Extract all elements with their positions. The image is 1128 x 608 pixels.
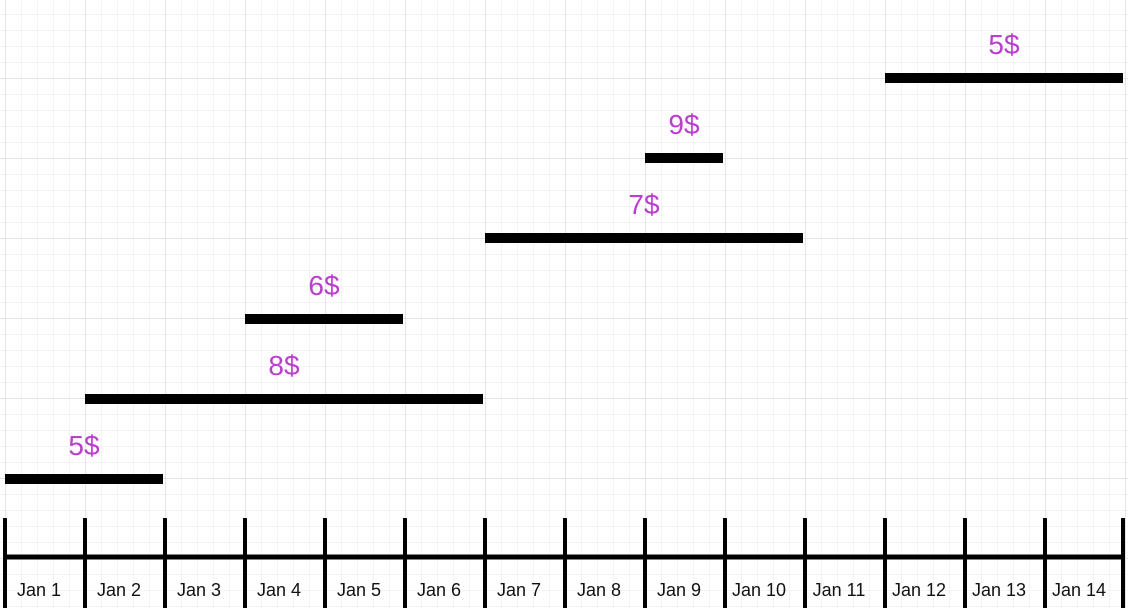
- date-label: Jan 7: [497, 580, 541, 600]
- interval-bar: [5, 474, 163, 484]
- price-label: 7$: [628, 189, 660, 220]
- date-label: Jan 5: [337, 580, 381, 600]
- price-label: 5$: [988, 29, 1020, 60]
- interval-bar: [645, 153, 723, 163]
- interval-bar: [885, 73, 1123, 83]
- date-label: Jan 10: [732, 580, 786, 600]
- interval-bar: [485, 233, 803, 243]
- price-label: 8$: [268, 350, 300, 381]
- interval-bars: 5$ 8$ 6$ 7$ 9$ 5$: [5, 29, 1123, 484]
- interval-bar: [85, 394, 483, 404]
- price-label: 5$: [68, 430, 100, 461]
- date-label: Jan 6: [417, 580, 461, 600]
- date-label: Jan 4: [257, 580, 301, 600]
- date-label: Jan 3: [177, 580, 221, 600]
- date-label: Jan 8: [577, 580, 621, 600]
- date-label: Jan 13: [972, 580, 1026, 600]
- date-label: Jan 2: [97, 580, 141, 600]
- date-label: Jan 9: [657, 580, 701, 600]
- price-label: 6$: [308, 270, 340, 301]
- date-axis: Jan 1 Jan 2 Jan 3 Jan 4 Jan 5 Jan 6 Jan 7 Jan 8…: [3, 518, 1125, 608]
- date-label: Jan 1: [17, 580, 61, 600]
- price-label: 9$: [668, 109, 700, 140]
- date-label: Jan 12: [892, 580, 946, 600]
- date-label: Jan 14: [1052, 580, 1106, 600]
- interval-bar: [245, 314, 403, 324]
- date-label: Jan 11: [813, 580, 866, 600]
